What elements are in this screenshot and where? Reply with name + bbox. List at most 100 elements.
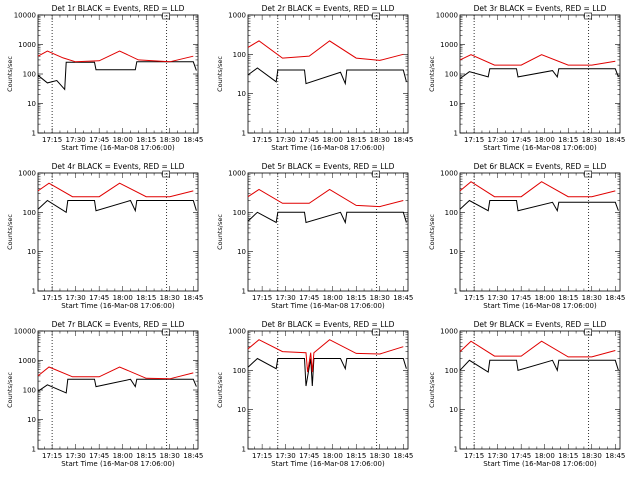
y-tick-label: 100	[445, 367, 458, 375]
y-tick-label: 10	[237, 248, 246, 256]
x-tick-label: 17:30	[66, 294, 86, 302]
x-tick-label: 18:15	[346, 452, 366, 460]
chart-title: Det 4r BLACK = Events, RED = LLD	[52, 162, 185, 171]
x-tick-label: 18:15	[136, 294, 156, 302]
chart-panel-3: Det 3r BLACK = Events, RED = LLD 1 10 100 10…	[428, 4, 625, 152]
y-tick-label: 100	[23, 209, 36, 217]
events-series-line	[247, 67, 407, 86]
x-tick-label: 18:15	[558, 294, 578, 302]
x-tick-label: 17:30	[276, 452, 296, 460]
x-tick-label: 18:30	[582, 136, 602, 144]
x-tick-label: 18:30	[582, 294, 602, 302]
lld-series-line	[247, 339, 404, 373]
y-tick-label: 1000	[440, 41, 458, 49]
y-tick-label: 1000	[228, 170, 246, 178]
x-tick-label: 18:45	[605, 136, 625, 144]
x-tick-label: 18:30	[160, 136, 180, 144]
y-tick-label: 100	[233, 51, 246, 59]
x-axis-label: Start Time (16-Mar-08 17:06:00)	[271, 144, 385, 152]
chart-title: Det 1r BLACK = Events, RED = LLD	[52, 4, 185, 13]
chart-title: Det 9r BLACK = Events, RED = LLD	[474, 320, 607, 329]
plot-frame	[459, 172, 621, 292]
chart-panel-5: Det 5r BLACK = Events, RED = LLD 1 10 100 10…	[216, 162, 413, 310]
y-tick-label: 1	[454, 288, 458, 296]
y-tick-label: 10	[449, 406, 458, 414]
x-axis-label: Start Time (16-Mar-08 17:06:00)	[61, 460, 175, 468]
x-tick-label: 18:00	[113, 452, 133, 460]
events-series-line	[37, 61, 197, 91]
x-tick-label: 17:15	[42, 136, 62, 144]
x-tick-label: 18:15	[558, 136, 578, 144]
y-tick-label: 1	[242, 446, 246, 454]
chart-panel-8: Det 8r BLACK = Events, RED = LLD 1 10 100 10…	[216, 320, 413, 468]
y-tick-label: 10000	[436, 12, 458, 20]
y-axis-label: Counts/sec	[428, 372, 436, 408]
y-tick-label: 10	[449, 100, 458, 108]
lld-series-line	[37, 366, 194, 380]
events-series-line	[247, 211, 407, 225]
y-tick-label: 10	[27, 100, 36, 108]
y-axis-label: Counts/sec	[428, 56, 436, 92]
x-tick-label: 18:45	[393, 452, 413, 460]
y-axis-label: Counts/sec	[6, 372, 14, 408]
x-tick-label: 17:45	[299, 452, 319, 460]
x-tick-label: 18:00	[535, 452, 555, 460]
x-tick-label: 18:15	[346, 136, 366, 144]
x-tick-label: 18:00	[535, 294, 555, 302]
y-tick-label: 100	[445, 71, 458, 79]
x-axis-label: Start Time (16-Mar-08 17:06:00)	[271, 460, 385, 468]
y-tick-label: 10	[237, 406, 246, 414]
y-tick-label: 1000	[18, 41, 36, 49]
y-tick-label: 1	[454, 446, 458, 454]
plot-frame	[37, 14, 199, 134]
x-tick-label: 17:45	[89, 294, 109, 302]
chart-panel-2: Det 2r BLACK = Events, RED = LLD 1 10 100 10…	[216, 4, 413, 152]
y-tick-label: 1000	[440, 328, 458, 336]
x-tick-label: 18:15	[136, 136, 156, 144]
x-tick-label: 17:45	[299, 136, 319, 144]
chart-title: Det 3r BLACK = Events, RED = LLD	[474, 4, 607, 13]
y-tick-label: 1	[242, 130, 246, 138]
chart-title: Det 7r BLACK = Events, RED = LLD	[52, 320, 185, 329]
y-tick-label: 10000	[14, 328, 36, 336]
x-tick-label: 18:45	[605, 452, 625, 460]
y-tick-label: 10	[237, 90, 246, 98]
y-tick-label: 1000	[228, 12, 246, 20]
x-tick-label: 18:00	[113, 136, 133, 144]
x-tick-label: 17:45	[89, 136, 109, 144]
lld-series-line	[459, 54, 616, 66]
y-tick-label: 100	[445, 209, 458, 217]
lld-series-line	[247, 40, 404, 61]
x-tick-label: 17:15	[252, 452, 272, 460]
x-tick-label: 18:00	[113, 294, 133, 302]
lld-series-line	[247, 188, 404, 208]
x-tick-label: 17:45	[89, 452, 109, 460]
x-axis-label: Start Time (16-Mar-08 17:06:00)	[61, 302, 175, 310]
chart-panel-1: Det 1r BLACK = Events, RED = LLD 1 10 100 10…	[6, 4, 203, 152]
chart-title: Det 6r BLACK = Events, RED = LLD	[474, 162, 607, 171]
y-tick-label: 10	[27, 248, 36, 256]
chart-panel-9: Det 9r BLACK = Events, RED = LLD 1 10 100 10…	[428, 320, 625, 468]
plot-frame	[459, 14, 621, 134]
y-axis-label: Counts/sec	[6, 56, 14, 92]
x-axis-label: Start Time (16-Mar-08 17:06:00)	[483, 460, 597, 468]
x-tick-label: 18:45	[183, 294, 203, 302]
x-tick-label: 17:15	[42, 294, 62, 302]
y-tick-label: 10000	[14, 12, 36, 20]
x-tick-label: 17:30	[66, 136, 86, 144]
events-series-line	[37, 378, 197, 394]
y-axis-label: Counts/sec	[216, 214, 224, 250]
x-tick-label: 17:30	[276, 294, 296, 302]
x-tick-label: 17:15	[464, 452, 484, 460]
x-tick-label: 18:15	[346, 294, 366, 302]
y-tick-label: 10	[27, 416, 36, 424]
y-tick-label: 1000	[440, 170, 458, 178]
y-tick-label: 1000	[18, 170, 36, 178]
plot-frame	[247, 172, 409, 292]
x-tick-label: 18:30	[160, 452, 180, 460]
chart-title: Det 2r BLACK = Events, RED = LLD	[262, 4, 395, 13]
y-axis-label: Counts/sec	[216, 56, 224, 92]
y-tick-label: 1000	[228, 328, 246, 336]
x-tick-label: 18:15	[558, 452, 578, 460]
